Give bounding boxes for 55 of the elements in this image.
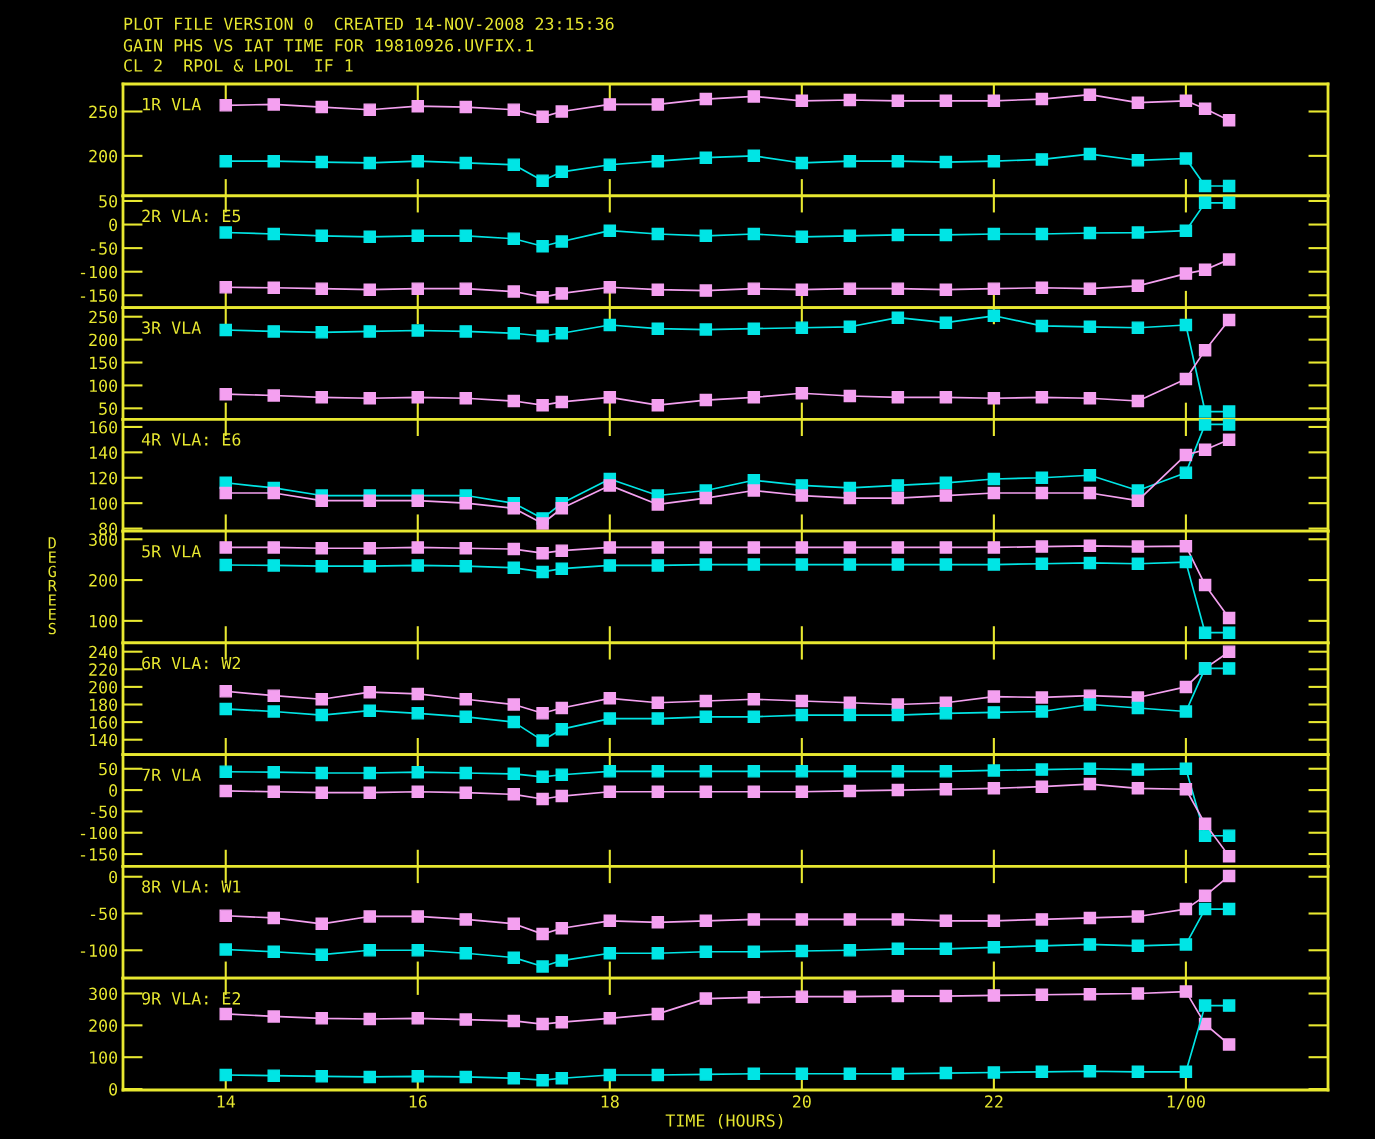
annotation: 2R VLA: E5 [142, 209, 241, 223]
x-tick-label: 18 [601, 1095, 619, 1108]
x-tick-label: 16 [409, 1095, 427, 1108]
y-tick-label: 200 [89, 149, 118, 163]
annotation: 3R VLA [142, 321, 201, 334]
y-tick-label: 300 [89, 987, 118, 1001]
chart-subtitle: GAIN PHS VS IAT TIME FOR 19810926.UVFIX.1 CL 2 RPOL & LPOL IF 1 [123, 39, 534, 72]
y-tick-label: 180 [90, 698, 118, 712]
y-tick-label: -150 [80, 848, 118, 861]
y-tick-label: 140 [90, 733, 118, 747]
x-tick-label: 1/00 [1167, 1095, 1205, 1110]
annotation: 4R VLA: E6 [141, 433, 241, 446]
y-tick-label: 250 [89, 310, 118, 324]
y-tick-label: -50 [90, 242, 118, 255]
y-tick-label: 0 [109, 784, 118, 797]
y-tick-label: 160 [90, 420, 118, 434]
y-tick-label: 140 [90, 446, 118, 459]
y-tick-label: 200 [89, 680, 118, 694]
y-tick-label: 50 [99, 762, 118, 776]
annotation: 5R VLA [142, 545, 201, 558]
y-tick-label: -50 [90, 907, 118, 921]
x-tick-label: 22 [985, 1095, 1003, 1108]
y-tick-label: 160 [90, 716, 118, 729]
annotation: 9R VLA: E2 [142, 992, 240, 1005]
y-tick-label: -100 [80, 265, 118, 279]
y-tick-label: 120 [90, 471, 118, 485]
y-tick-label: -100 [80, 826, 118, 840]
x-axis-title: TIME (HOURS) [665, 1113, 783, 1129]
y-tick-label: 50 [99, 402, 118, 415]
y-tick-label: 100 [90, 1051, 118, 1064]
annotation: 7R VLA [142, 768, 201, 781]
annotation: 8R VLA: W1 [142, 880, 241, 893]
y-tick-label: 150 [90, 356, 118, 370]
y-tick-label: 200 [89, 1019, 118, 1032]
y-tick-label: 0 [109, 218, 118, 232]
y-tick-label: 200 [89, 333, 118, 347]
y-tick-label: -150 [80, 289, 118, 302]
y-tick-label: 0 [109, 1083, 118, 1096]
annotation: 1R VLA [143, 98, 201, 111]
y-tick-label: -50 [90, 805, 118, 819]
y-axis-title: DEGREES [48, 537, 57, 635]
x-tick-label: 14 [217, 1095, 235, 1108]
annotation: 6R VLA: W2 [142, 656, 240, 670]
y-tick-label: 220 [89, 663, 118, 676]
y-tick-label: 0 [109, 870, 118, 884]
y-tick-label: -100 [80, 944, 118, 957]
y-tick-label: 240 [89, 645, 118, 659]
x-tick-label: 20 [793, 1095, 811, 1108]
chart-title: PLOT FILE VERSION 0 CREATED 14-NOV-2008 23:15:36 [124, 17, 614, 31]
y-tick-label: 250 [89, 105, 118, 119]
y-tick-label: 100 [90, 497, 118, 510]
y-tick-label: 100 [90, 614, 118, 628]
y-tick-label: 200 [89, 574, 118, 587]
y-tick-label: 100 [90, 379, 118, 393]
y-tick-label: 50 [99, 194, 118, 208]
